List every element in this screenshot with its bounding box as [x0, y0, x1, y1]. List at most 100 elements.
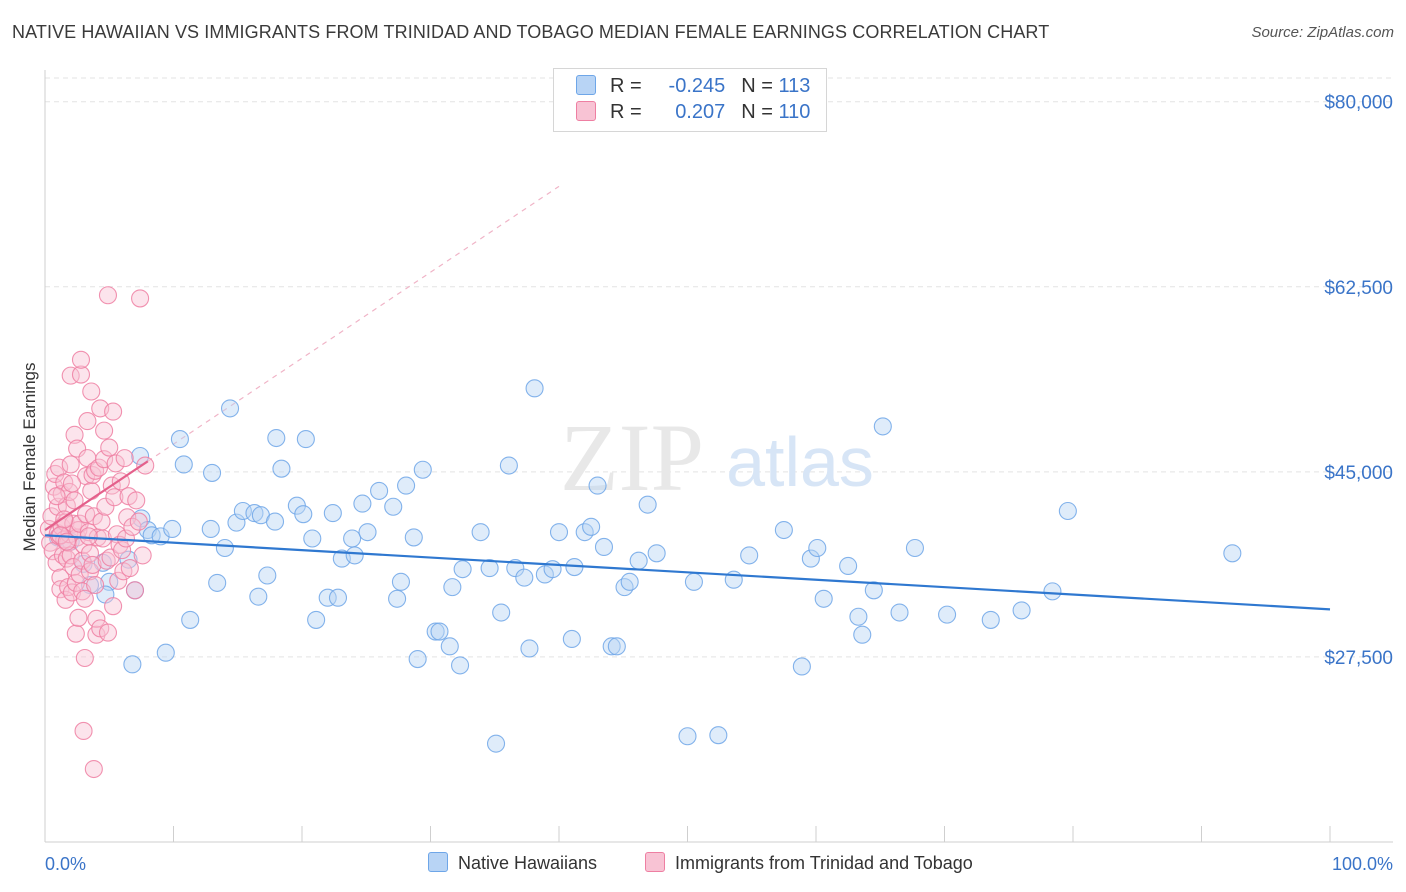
point-native-hawaiian-82: [620, 572, 639, 591]
point-native-hawaiian-88: [709, 726, 728, 745]
point-native-hawaiian-61: [471, 523, 490, 542]
point-trinidad-tobago-105: [98, 286, 118, 305]
point-native-hawaiian-77: [588, 476, 607, 495]
x-tick-label-end: 100.0%: [1332, 854, 1393, 874]
point-native-hawaiian-15: [156, 643, 175, 662]
point-native-hawaiian-83: [629, 551, 648, 570]
point-native-hawaiian-105: [1012, 601, 1031, 620]
point-native-hawaiian-47: [370, 481, 389, 500]
reference-diagonal-line: [147, 185, 560, 462]
point-native-hawaiian-60: [453, 560, 472, 579]
watermark-atlas: atlas: [726, 423, 874, 501]
point-trinidad-tobago-42: [71, 365, 91, 384]
point-trinidad-tobago-92: [118, 508, 137, 527]
point-native-hawaiian-79: [602, 637, 621, 656]
point-native-hawaiian-33: [272, 459, 291, 478]
point-native-hawaiian-50: [391, 572, 410, 591]
legend-n-label: N =: [741, 101, 773, 123]
point-native-hawaiian-69: [525, 379, 544, 398]
point-trinidad-tobago-101: [136, 456, 155, 475]
point-trinidad-tobago-99: [131, 289, 150, 308]
bottom-legend-label-1: Native Hawaiians: [458, 853, 598, 873]
point-trinidad-tobago-32: [65, 425, 84, 444]
point-trinidad-tobago-74: [95, 450, 114, 469]
point-trinidad-tobago-16: [55, 473, 74, 492]
point-native-hawaiian-92: [792, 657, 811, 676]
point-native-hawaiian-32: [267, 428, 286, 448]
point-trinidad-tobago-49: [75, 589, 94, 608]
point-trinidad-tobago-108: [62, 474, 82, 493]
point-native-hawaiian-73: [562, 629, 581, 649]
point-native-hawaiian-45: [353, 494, 372, 513]
bottom-legend-trinidad-tobago: Immigrants from Trinidad and Tobago: [645, 852, 973, 876]
point-native-hawaiian-94: [808, 538, 827, 558]
point-native-hawaiian-38: [307, 610, 326, 629]
point-trinidad-tobago-31: [64, 557, 83, 577]
point-native-hawaiian-68: [520, 639, 539, 658]
point-trinidad-tobago-60: [83, 555, 102, 574]
point-native-hawaiian-13: [142, 526, 161, 545]
point-trinidad-tobago-77: [98, 623, 118, 642]
point-trinidad-tobago-107: [104, 402, 123, 421]
point-native-hawaiian-87: [684, 572, 703, 591]
trend-lines: [44, 460, 1331, 611]
point-native-hawaiian-39: [318, 588, 337, 607]
correlation-legend: R = -0.245 N = 113 R = 0.207 N = 110: [553, 68, 827, 132]
legend-r-value-2: 0.207: [675, 101, 726, 123]
legend-r-label: R =: [610, 101, 642, 123]
trend-line-1: [44, 460, 149, 531]
point-native-hawaiian-100: [873, 417, 892, 436]
point-native-hawaiian-49: [388, 589, 407, 608]
point-native-hawaiian-104: [981, 610, 1000, 629]
point-trinidad-tobago-94: [120, 559, 139, 578]
bottom-legend-native-hawaiians: Native Hawaiians: [428, 852, 597, 876]
point-native-hawaiian-66: [506, 559, 525, 578]
point-trinidad-tobago-103: [47, 487, 66, 506]
point-native-hawaiian-85: [647, 544, 666, 563]
point-trinidad-tobago-85: [109, 571, 128, 590]
point-native-hawaiian-16: [163, 519, 182, 539]
point-native-hawaiian-10: [131, 446, 150, 466]
point-trinidad-tobago-78: [100, 438, 119, 457]
legend-r-label: R =: [610, 75, 642, 97]
point-trinidad-tobago-68: [89, 458, 109, 477]
point-trinidad-tobago-57: [82, 481, 101, 500]
bottom-legend-label-2: Immigrants from Trinidad and Tobago: [675, 853, 973, 873]
point-trinidad-tobago-64: [86, 575, 105, 595]
point-native-hawaiian-72: [549, 523, 569, 542]
point-trinidad-tobago-81: [104, 597, 123, 616]
point-native-hawaiian-48: [384, 497, 403, 516]
point-native-hawaiian-97: [849, 607, 868, 626]
x-tick-labels: 0.0% 100.0%: [45, 854, 1393, 874]
point-native-hawaiian-40: [323, 504, 342, 523]
chart-title: NATIVE HAWAIIAN VS IMMIGRANTS FROM TRINI…: [12, 22, 1050, 42]
point-native-hawaiian-108: [1223, 544, 1242, 563]
point-native-hawaiian-99: [864, 581, 883, 600]
point-native-hawaiian-107: [1058, 501, 1077, 521]
point-native-hawaiian-20: [201, 519, 220, 539]
point-native-hawaiian-95: [814, 589, 833, 608]
legend-r-value-1: -0.245: [668, 75, 726, 97]
legend-swatch-blue: [576, 75, 596, 95]
point-native-hawaiian-86: [678, 727, 697, 746]
point-native-hawaiian-43: [343, 529, 362, 548]
point-native-hawaiian-23: [215, 538, 234, 558]
y-tick-label-1: $45,000: [1324, 463, 1393, 484]
point-trinidad-tobago-88: [113, 541, 132, 560]
point-trinidad-tobago-48: [75, 648, 94, 668]
point-trinidad-tobago-27: [61, 455, 80, 474]
y-tick-label-0: $27,500: [1324, 648, 1393, 669]
point-native-hawaiian-102: [905, 538, 924, 558]
series-trinidad-tobago: [39, 286, 155, 779]
point-native-hawaiian-103: [938, 605, 957, 624]
point-trinidad-tobago-96: [125, 581, 144, 600]
point-native-hawaiian-30: [258, 566, 277, 585]
point-native-hawaiian-91: [774, 520, 793, 540]
point-native-hawaiian-46: [358, 523, 377, 542]
point-native-hawaiian-53: [408, 649, 427, 669]
point-native-hawaiian-55: [426, 622, 445, 641]
point-trinidad-tobago-43: [71, 350, 91, 369]
legend-row-trinidad-tobago: R = 0.207 N = 110: [576, 101, 810, 125]
point-native-hawaiian-84: [638, 495, 657, 514]
